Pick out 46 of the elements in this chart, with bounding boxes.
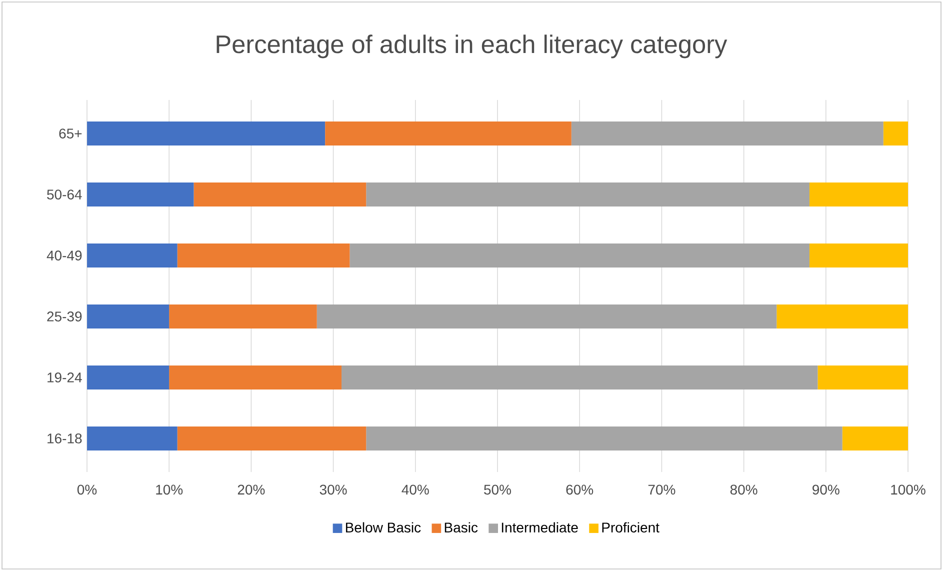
y-tick-label: 25-39 xyxy=(47,312,82,322)
bar xyxy=(776,304,908,328)
bar xyxy=(169,365,342,390)
bar xyxy=(87,182,194,207)
bar xyxy=(883,122,908,146)
bar xyxy=(87,426,178,450)
bar xyxy=(87,244,178,268)
x-tick-label: 20% xyxy=(238,484,265,495)
x-tick-label: 40% xyxy=(402,484,429,495)
bar xyxy=(571,122,884,146)
bar xyxy=(87,304,170,328)
x-tick-label: 90% xyxy=(812,484,840,495)
bar xyxy=(177,244,350,268)
y-tick-label: 19-24 xyxy=(48,372,82,382)
bar xyxy=(169,304,317,328)
legend-label: Intermediate xyxy=(502,522,578,533)
x-tick-label: 10% xyxy=(156,484,183,495)
bar xyxy=(366,426,842,450)
legend-label: Basic xyxy=(444,522,478,533)
bar xyxy=(87,365,170,390)
legend-label: Below Basic xyxy=(346,522,421,533)
x-tick-label: 0% xyxy=(77,484,97,495)
bar xyxy=(316,304,777,328)
bar xyxy=(842,426,908,450)
x-tick-label: 50% xyxy=(484,484,511,495)
legend-label: Proficient xyxy=(602,522,660,533)
bar xyxy=(342,365,818,390)
x-tick-label: 30% xyxy=(320,484,347,495)
bar xyxy=(87,122,326,146)
bar xyxy=(818,365,908,390)
bar xyxy=(366,182,810,207)
chart-title: Percentage of adults in each literacy category xyxy=(216,34,728,58)
bar xyxy=(809,244,908,268)
x-tick-label: 80% xyxy=(730,484,758,495)
bar xyxy=(350,244,810,268)
x-tick-label: 60% xyxy=(566,484,594,495)
x-tick-label: 100% xyxy=(891,484,926,495)
bar xyxy=(194,182,366,207)
y-tick-label: 40-49 xyxy=(46,250,82,260)
bar xyxy=(325,122,572,146)
x-tick-label: 70% xyxy=(648,484,676,495)
bar xyxy=(809,182,908,207)
y-tick-label: 50-64 xyxy=(47,190,82,200)
bar xyxy=(177,426,366,450)
y-tick-label: 65+ xyxy=(59,128,82,139)
y-tick-label: 16-18 xyxy=(48,434,82,444)
